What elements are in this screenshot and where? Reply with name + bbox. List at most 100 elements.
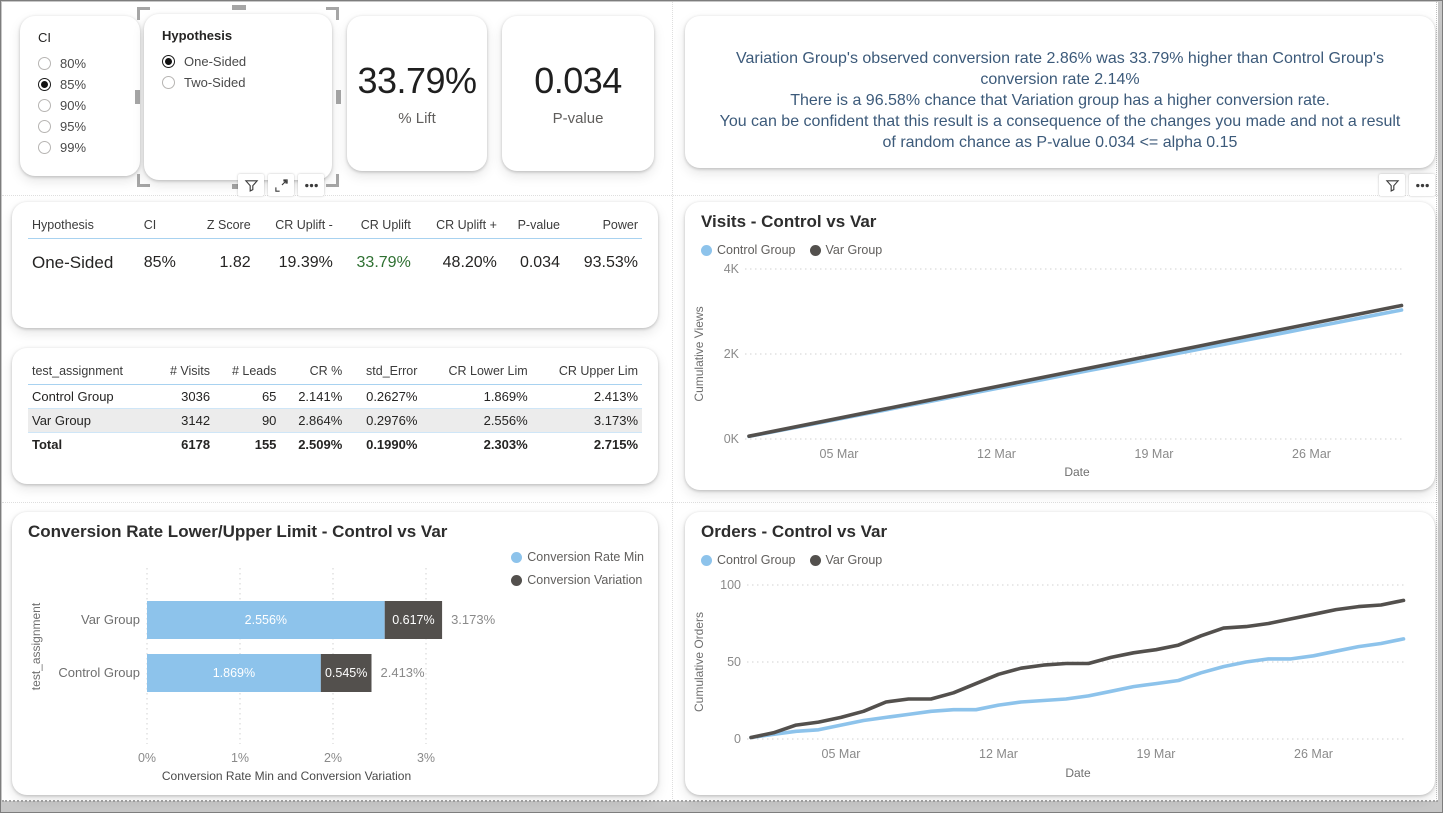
visits-chart-title: Visits - Control vs Var <box>701 212 877 231</box>
svg-text:26 Mar: 26 Mar <box>1292 447 1331 461</box>
svg-text:2.413%: 2.413% <box>381 665 426 680</box>
radio-icon[interactable] <box>38 120 51 133</box>
hypothesis-slicer: Hypothesis One-Sided Two-Sided <box>144 14 332 180</box>
more-options-icon[interactable] <box>298 174 324 196</box>
radio-icon[interactable] <box>162 55 175 68</box>
radio-icon[interactable] <box>38 141 51 154</box>
column-header: CR % <box>280 358 347 385</box>
table-cell: 0.2976% <box>346 408 422 433</box>
option-label: 95% <box>60 119 87 134</box>
legend-item-control-group[interactable]: Control Group <box>701 243 796 257</box>
legend-label: Conversion Rate Min <box>527 550 644 564</box>
table-cell: 6178 <box>153 432 215 456</box>
focus-mode-icon[interactable] <box>268 174 294 196</box>
table-cell: 3142 <box>153 408 215 433</box>
legend-dot-icon <box>701 244 712 256</box>
hypothesis-table-visual[interactable]: Hypothesis CI Z Score CR Uplift - CR Uplift C… <box>12 202 658 328</box>
svg-text:3.173%: 3.173% <box>451 612 496 627</box>
more-options-icon[interactable] <box>1409 174 1435 196</box>
column-header: std_Error <box>346 358 422 385</box>
table-cell: Var Group <box>28 408 154 433</box>
column-header: CR Uplift <box>336 212 415 239</box>
legend-dot-icon <box>809 244 821 256</box>
radio-icon[interactable] <box>38 99 51 112</box>
table-cell: 1.82 <box>219 254 251 271</box>
bar-chart-title: Conversion Rate Lower/Upper Limit - Cont… <box>28 522 448 541</box>
bar-chart-plot[interactable]: 0% 1% 2% 3% Conversion Rate Min and Conversi… <box>12 512 658 795</box>
option-label: 90% <box>60 98 87 113</box>
table-cell: 19.39% <box>278 254 333 271</box>
hypothesis-table: Hypothesis CI Z Score CR Uplift - CR Uplift C… <box>28 212 642 277</box>
cr-limits-bar-chart[interactable]: Conversion Rate Lower/Upper Limit - Cont… <box>12 512 658 795</box>
column-header: P-value <box>500 212 564 239</box>
hypothesis-option-two-sided[interactable]: Two-Sided <box>144 72 332 93</box>
legend-item-conversion-variation[interactable]: Conversion Variation <box>511 573 642 587</box>
svg-text:test_assignment: test_assignment <box>29 602 43 690</box>
ci-option-95-[interactable]: 95% <box>20 116 140 137</box>
lift-kpi-card[interactable]: 33.79% % Lift <box>347 16 487 171</box>
column-header: test_assignment <box>28 358 154 385</box>
ci-option-99-[interactable]: 99% <box>20 137 140 158</box>
ci-option-80-[interactable]: 80% <box>20 53 140 74</box>
table-header-row: test_assignment # Visits # Leads CR % std_Er… <box>28 358 642 385</box>
column-header: CR Upper Lim <box>531 358 642 385</box>
table-cell: 2.141% <box>280 384 347 409</box>
visits-line-chart[interactable]: Visits - Control vs Var Control Group Var… <box>685 202 1435 490</box>
svg-text:0%: 0% <box>138 751 156 765</box>
column-header: # Leads <box>214 358 281 385</box>
page-bottom-edge <box>2 800 1438 802</box>
ci-option-90-[interactable]: 90% <box>20 95 140 116</box>
svg-text:12 Mar: 12 Mar <box>979 747 1018 761</box>
assignment-table-visual[interactable]: test_assignment # Visits # Leads CR % std_Er… <box>12 348 658 484</box>
option-label: 85% <box>60 77 87 92</box>
table-cell: 1.869% <box>421 384 532 409</box>
radio-icon[interactable] <box>38 78 51 91</box>
narrative-line-3: You can be confident that this result is… <box>719 113 1401 151</box>
orders-line-chart[interactable]: Orders - Control vs Var Control Group Var… <box>685 512 1435 795</box>
hypothesis-slicer-title: Hypothesis <box>162 28 233 43</box>
column-header: Hypothesis <box>28 212 140 239</box>
column-header: CR Uplift + <box>414 212 501 239</box>
narrative-line-2: There is a 96.58% chance that Variation … <box>790 92 1330 109</box>
visual-toolbar <box>1379 174 1435 196</box>
radio-icon[interactable] <box>162 76 175 89</box>
canvas-guide <box>2 195 1438 196</box>
ci-option-85-[interactable]: 85% <box>20 74 140 95</box>
legend-item-control-group[interactable]: Control Group <box>701 553 796 567</box>
table-cell: 48.20% <box>442 254 497 271</box>
svg-text:2K: 2K <box>724 347 740 361</box>
orders-chart-plot[interactable]: 0 50 100 05 Mar 12 Mar 19 Mar 26 Mar Date Cumula… <box>685 512 1435 795</box>
table-cell: 0.034 <box>519 254 560 271</box>
filter-icon[interactable] <box>1379 174 1405 196</box>
visits-chart-plot[interactable]: 0K 2K 4K 05 Mar 12 Mar 19 Mar 26 Mar Date Cumula… <box>685 202 1435 490</box>
legend-item-var-group[interactable]: Var Group <box>809 243 883 257</box>
pvalue-value: 0.034 <box>534 60 622 101</box>
radio-icon[interactable] <box>38 57 51 70</box>
orders-chart-title: Orders - Control vs Var <box>701 522 888 541</box>
svg-text:1.869%: 1.869% <box>213 666 255 680</box>
legend-label: Control Group <box>717 243 796 257</box>
option-label: 99% <box>60 140 87 155</box>
table-cell: One-Sided <box>32 253 114 272</box>
svg-text:05 Mar: 05 Mar <box>822 747 861 761</box>
legend-item-conversion-rate-min[interactable]: Conversion Rate Min <box>511 550 644 564</box>
svg-text:Cumulative Views: Cumulative Views <box>692 306 706 401</box>
ci-slicer-options: 80% 85% 90% 95% 99% <box>20 53 140 158</box>
table-cell: 65 <box>214 384 281 409</box>
legend-item-var-group[interactable]: Var Group <box>809 553 882 567</box>
svg-text:0.617%: 0.617% <box>392 613 434 627</box>
svg-text:Date: Date <box>1065 766 1091 780</box>
legend-label: Var Group <box>825 243 883 257</box>
svg-text:Var Group: Var Group <box>81 612 140 627</box>
narrative-textbox: Variation Group's observed conversion ra… <box>685 16 1435 168</box>
filter-icon[interactable] <box>238 174 264 196</box>
table-row: Control Group 3036 65 2.141% 0.2627% 1.869% 2.… <box>28 384 642 409</box>
hypothesis-option-one-sided[interactable]: One-Sided <box>144 51 332 72</box>
table-cell: 2.303% <box>421 432 532 456</box>
table-cell: 155 <box>214 432 281 456</box>
column-header: CR Lower Lim <box>421 358 532 385</box>
table-cell: 85% <box>143 254 176 271</box>
pvalue-kpi-card[interactable]: 0.034 P-value <box>502 16 654 171</box>
table-cell: 2.715% <box>531 432 642 456</box>
orders-chart-legend: Control Group Var Group <box>701 553 882 567</box>
